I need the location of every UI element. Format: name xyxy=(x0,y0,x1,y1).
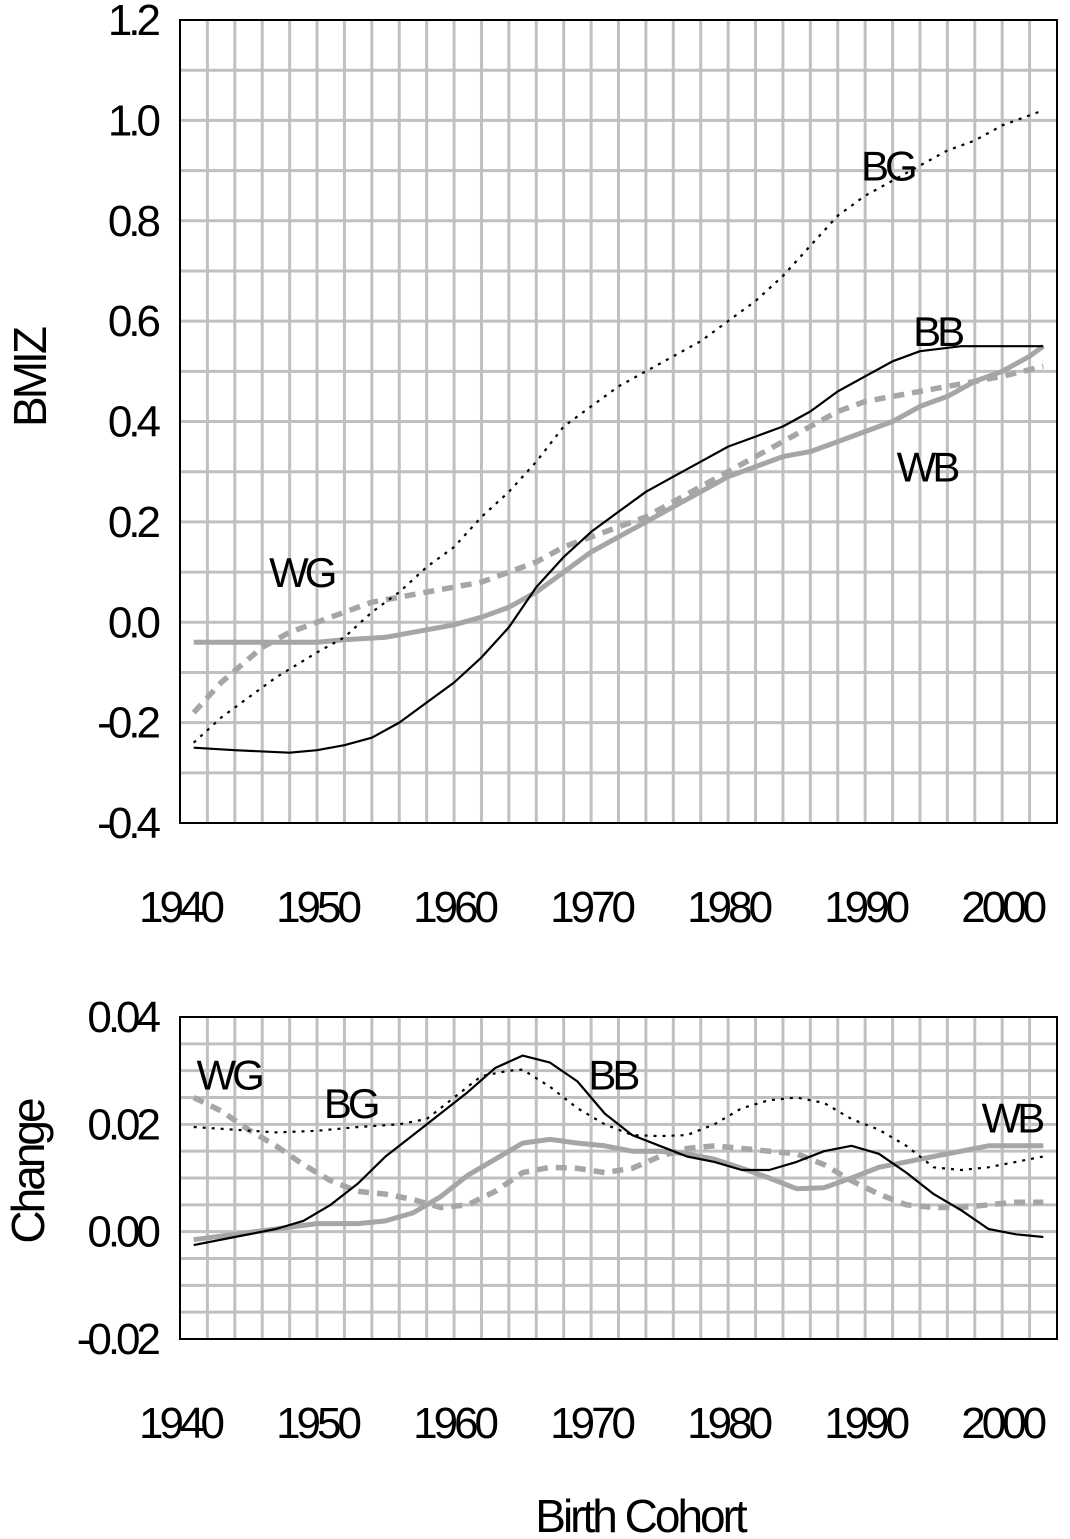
change-series-bb-line xyxy=(193,1054,1044,1247)
change-y-tick-labels: 0.04 0.02 0.00 -0.02 xyxy=(77,993,165,1364)
change-series-wg-line xyxy=(192,1095,1044,1211)
bmiz-series-labels: BG BB WB WG xyxy=(269,143,967,597)
bmiz-y-tick-label: 0.8 xyxy=(108,197,160,246)
change-x-tick-label: 2000 xyxy=(961,1399,1045,1448)
bmiz-x-tick-label: 2000 xyxy=(961,883,1045,932)
bmiz-series-wb-line xyxy=(193,344,1045,645)
bmiz-y-tick-label: 0.0 xyxy=(108,598,160,647)
change-series-labels: BG BB WB WG xyxy=(196,1051,1047,1141)
bmiz-series-bb-line xyxy=(193,345,1044,754)
bmiz-y-tick-label: 0.2 xyxy=(108,498,160,547)
bmiz-chart: 1.21.00.80.60.40.20.0-0.2-0.4 1940 1950 19… xyxy=(4,0,1058,932)
bmiz-y-tick-labels: 1.2 1.0 0.8 0.6 0.4 0.2 0.0 -0.2 -0.4 xyxy=(97,0,164,848)
change-y-tick-label: -0.02 xyxy=(77,1315,160,1364)
change-series-lines xyxy=(192,1054,1044,1247)
bmiz-y-tick-label: 1.0 xyxy=(108,96,160,145)
bmiz-series-label-bg: BG xyxy=(861,143,915,190)
bmiz-x-tick-label: 1970 xyxy=(550,883,634,932)
bmiz-x-tick-label: 1960 xyxy=(413,883,497,932)
bmiz-x-tick-labels: 1940 1950 1960 1970 1980 1990 2000 xyxy=(139,883,1050,932)
change-series-wb-line xyxy=(193,1136,1044,1243)
bmiz-series-label-wg: WG xyxy=(269,549,335,596)
change-x-tick-label: 1940 xyxy=(139,1399,223,1448)
change-series-label-bg: BG xyxy=(324,1080,378,1127)
bmiz-y-tick-label: 1.2 xyxy=(108,0,160,45)
change-series-label-bb: BB xyxy=(588,1051,638,1098)
bmiz-series-label-bb: BB xyxy=(913,308,963,355)
change-x-tick-label: 1970 xyxy=(550,1399,634,1448)
change-x-tick-label: 1980 xyxy=(687,1399,771,1448)
change-x-tick-labels: 1940 1950 1960 1970 1980 1990 2000 xyxy=(139,1399,1050,1448)
change-y-axis-label: Change xyxy=(2,1099,54,1244)
bmiz-y-axis-label: BMIZ xyxy=(4,327,56,427)
bmiz-y-tick-label: 0.4 xyxy=(108,398,161,447)
bmiz-x-tick-label: 1940 xyxy=(139,883,223,932)
change-y-tick-label: 0.00 xyxy=(87,1208,159,1257)
bmiz-series-lines xyxy=(191,109,1045,754)
change-x-axis-label: Birth Cohort xyxy=(535,1490,748,1539)
change-series-label-wg: WG xyxy=(196,1051,262,1098)
change-x-tick-label: 1950 xyxy=(276,1399,360,1448)
bmiz-x-tick-label: 1990 xyxy=(824,883,908,932)
change-x-tick-label: 1960 xyxy=(413,1399,497,1448)
bmiz-x-tick-label: 1980 xyxy=(687,883,771,932)
bmiz-plot-area xyxy=(179,19,1058,824)
bmiz-y-tick-label: -0.4 xyxy=(97,799,160,848)
change-chart: 0.040.020.00-0.02 1940 1950 1960 1970 1980 19… xyxy=(2,993,1058,1539)
bmiz-x-tick-label: 1950 xyxy=(276,883,360,932)
change-x-tick-label: 1990 xyxy=(824,1399,908,1448)
change-y-tick-label: 0.02 xyxy=(87,1100,159,1149)
bmiz-series-label-wb: WB xyxy=(897,444,959,491)
bmiz-grid xyxy=(180,20,1057,823)
change-plot-area xyxy=(179,1016,1058,1340)
change-series-label-wb: WB xyxy=(982,1094,1044,1141)
change-series-bg-line xyxy=(193,1068,1044,1172)
bmiz-y-tick-label: -0.2 xyxy=(97,699,159,748)
change-y-tick-label: 0.04 xyxy=(87,993,160,1042)
bmiz-y-tick-label: 0.6 xyxy=(108,297,160,346)
